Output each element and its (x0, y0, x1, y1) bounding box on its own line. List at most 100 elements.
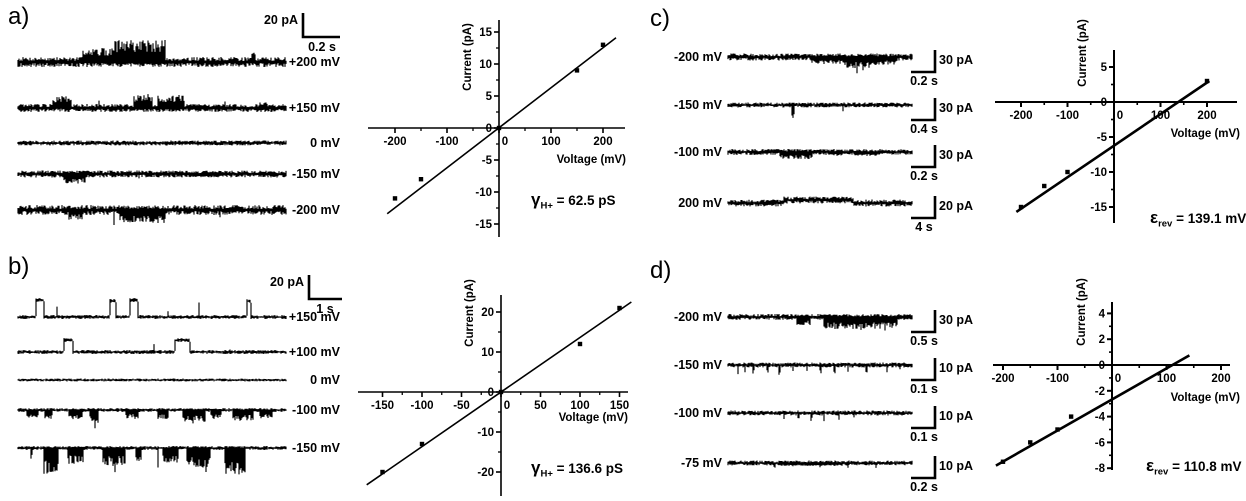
scalebar-current-label: 20 pA (263, 13, 298, 27)
scalebar-current-label: 10 pA (939, 409, 974, 423)
svg-text:-150: -150 (371, 400, 394, 412)
svg-text:-10: -10 (477, 427, 494, 439)
svg-text:Voltage (mV): Voltage (mV) (1171, 128, 1241, 140)
svg-text:-200: -200 (991, 373, 1014, 385)
current-trace (727, 102, 913, 118)
panel-b-letter: b) (8, 253, 30, 280)
trace-voltage-label: -150 mV (674, 98, 722, 112)
data-point (1065, 169, 1070, 175)
data-point (419, 441, 425, 447)
svg-text:200: 200 (1197, 110, 1216, 122)
gamma-symbol: γ (531, 190, 541, 209)
trace-voltage-label: +200 mV (288, 55, 340, 69)
scalebar-time-label: 0.1 s (910, 430, 938, 444)
trace-voltage-label: +150 mV (288, 310, 340, 324)
svg-text:-20: -20 (477, 467, 494, 479)
data-point (1055, 427, 1060, 432)
scalebar (911, 50, 937, 74)
svg-text:-100: -100 (410, 400, 433, 412)
svg-text:100: 100 (1157, 373, 1176, 385)
svg-text:200: 200 (593, 136, 612, 148)
trace-voltage-label: 0 mV (310, 373, 340, 387)
data-point (617, 305, 622, 311)
data-point (498, 389, 504, 395)
svg-text:100: 100 (541, 136, 560, 148)
svg-text:200: 200 (1211, 373, 1230, 385)
current-trace (727, 196, 913, 207)
scalebar (301, 13, 340, 39)
data-point (577, 341, 583, 347)
data-point (496, 125, 502, 131)
svg-text:Current (pA): Current (pA) (462, 23, 474, 91)
svg-text:Voltage (mV): Voltage (mV) (557, 154, 627, 166)
svg-text:4: 4 (1099, 308, 1106, 320)
svg-text:5: 5 (1101, 62, 1108, 74)
svg-text:-4: -4 (1095, 412, 1106, 424)
current-trace (17, 205, 287, 225)
svg-text:0: 0 (1099, 360, 1105, 372)
svg-text:10: 10 (481, 347, 494, 359)
data-point (600, 42, 606, 47)
scalebar (911, 406, 937, 430)
svg-text:-6: -6 (1095, 437, 1105, 449)
data-point (574, 68, 580, 73)
gamma-symbol: γ (531, 458, 541, 477)
svg-text:0: 0 (1115, 373, 1121, 385)
data-point (1204, 78, 1210, 84)
svg-text:50: 50 (534, 400, 547, 412)
current-trace (727, 314, 913, 331)
scalebar-time-label: 0.1 s (910, 382, 938, 396)
scalebar-current-label: 10 pA (939, 361, 974, 375)
trace-voltage-label: -150 mV (292, 441, 340, 455)
scalebar-time-label: 4 s (915, 220, 933, 234)
trace-voltage-label: -100 mV (674, 406, 722, 420)
trace-voltage-label: 0 mV (310, 136, 340, 150)
data-point (1042, 183, 1047, 189)
scalebar-current-label: 20 pA (269, 275, 304, 289)
scalebar-time-label: 1 s (316, 302, 334, 316)
svg-text:-15: -15 (475, 219, 492, 231)
scalebar-time-label: 0.2 s (910, 74, 938, 88)
current-trace (17, 170, 287, 184)
svg-text:0: 0 (504, 400, 510, 412)
svg-text:Current (pA): Current (pA) (464, 279, 476, 347)
data-point (418, 177, 424, 182)
data-point (1028, 440, 1033, 445)
svg-text:-5: -5 (1097, 132, 1108, 144)
trace-voltage-label: -200 mV (674, 310, 722, 324)
scalebar-current-label: 10 pA (939, 459, 974, 473)
svg-text:10: 10 (479, 59, 492, 71)
conductance-annotation: γH+ = 136.6 pS (531, 458, 624, 480)
svg-text:-2: -2 (1095, 386, 1105, 398)
panel-a-letter: a) (8, 3, 30, 30)
current-trace (727, 362, 913, 375)
svg-text:150: 150 (610, 400, 629, 412)
epsilon-symbol: ε (1146, 456, 1155, 475)
scalebar-current-label: 30 pA (939, 148, 974, 162)
current-trace (17, 298, 287, 319)
svg-text:100: 100 (570, 400, 589, 412)
svg-text:-100: -100 (435, 136, 458, 148)
current-trace (17, 140, 287, 146)
svg-text:15: 15 (479, 27, 492, 39)
scalebar-current-label: 30 pA (939, 313, 974, 327)
current-trace (17, 408, 287, 429)
data-point (1018, 204, 1024, 210)
svg-text:-10: -10 (475, 187, 492, 199)
trace-voltage-label: -75 mV (681, 456, 722, 470)
svg-text:Voltage (mV): Voltage (mV) (1171, 392, 1241, 404)
scalebar (911, 196, 937, 220)
current-trace (17, 378, 287, 382)
svg-text:2: 2 (1099, 334, 1105, 346)
svg-text:Current (pA): Current (pA) (1077, 19, 1089, 87)
reversal-potential-annotation: εrev = 110.8 mV (1146, 456, 1242, 478)
svg-text:100: 100 (1151, 110, 1170, 122)
svg-text:-5: -5 (482, 155, 493, 167)
trace-voltage-label: -100 mV (292, 403, 340, 417)
svg-text:-10: -10 (1090, 167, 1107, 179)
scalebar (307, 275, 342, 301)
svg-text:5: 5 (486, 91, 493, 103)
current-trace (727, 149, 913, 159)
reversal-potential-annotation: εrev = 139.1 mV (1150, 208, 1246, 230)
